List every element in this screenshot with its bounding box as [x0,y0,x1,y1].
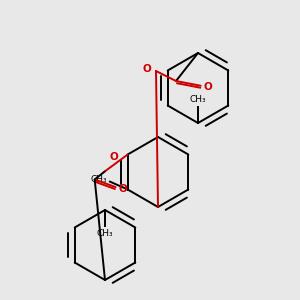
Text: O: O [204,82,213,92]
Text: CH₃: CH₃ [190,95,206,104]
Text: CH₃: CH₃ [90,175,107,184]
Text: O: O [119,184,128,194]
Text: O: O [142,64,152,74]
Text: O: O [110,152,119,163]
Text: CH₃: CH₃ [97,229,113,238]
